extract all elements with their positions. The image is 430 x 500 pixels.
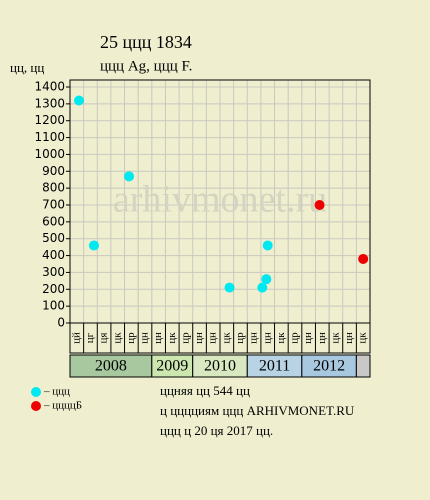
legend-marker bbox=[31, 401, 41, 411]
legend-label: – ццц bbox=[43, 386, 70, 398]
note: ццц ц 20 ця 2017 цц. bbox=[160, 423, 273, 438]
column-label: цн bbox=[261, 332, 273, 344]
column-label: цг bbox=[84, 332, 96, 343]
y-tick-label: 1400 bbox=[34, 80, 65, 94]
y-tick-label: 1300 bbox=[34, 96, 65, 110]
chart-subtitle: ццц Ag, ццц F. bbox=[100, 58, 192, 74]
year-label: 2012 bbox=[313, 358, 345, 375]
chart-title: 25 ццц 1834 bbox=[100, 32, 192, 52]
point bbox=[89, 240, 99, 251]
column-label: цн bbox=[343, 332, 355, 344]
column-label: цк bbox=[111, 332, 123, 344]
point bbox=[74, 95, 84, 106]
column-label: цр bbox=[289, 332, 301, 344]
column-label: цк bbox=[357, 332, 369, 344]
column-label: цк bbox=[220, 332, 232, 344]
y-tick-label: 300 bbox=[42, 265, 65, 279]
y-axis-label: цц, цц bbox=[10, 60, 44, 75]
column-label: цк bbox=[329, 332, 341, 344]
y-tick-label: 800 bbox=[42, 181, 65, 195]
point bbox=[224, 282, 235, 293]
year-label: 2009 bbox=[156, 358, 188, 375]
column-label: цн bbox=[152, 332, 164, 344]
note: ццняя цц 544 цц bbox=[160, 383, 250, 398]
legend-marker bbox=[31, 387, 41, 397]
y-tick-label: 0 bbox=[57, 316, 65, 330]
y-tick-label: 700 bbox=[42, 198, 65, 212]
watermark: arhivmonet.ru bbox=[113, 179, 327, 221]
column-label: цр bbox=[125, 332, 137, 344]
y-tick-label: 1200 bbox=[34, 113, 65, 127]
column-label: ця bbox=[98, 333, 110, 344]
note: ц цццциям ццц ARHIVMONET.RU bbox=[160, 403, 355, 418]
y-tick-label: 500 bbox=[42, 231, 65, 245]
point bbox=[261, 274, 272, 285]
point bbox=[314, 200, 325, 210]
column-label: цр bbox=[234, 332, 246, 344]
point bbox=[124, 171, 135, 182]
column-label: цй bbox=[70, 332, 82, 344]
y-tick-label: 400 bbox=[42, 248, 65, 262]
y-tick-label: 1100 bbox=[34, 130, 65, 144]
column-label: цн bbox=[139, 332, 151, 344]
column-label: цн bbox=[193, 332, 205, 344]
y-tick-label: 100 bbox=[42, 299, 65, 313]
y-tick-label: 900 bbox=[42, 164, 65, 178]
year-label: 2010 bbox=[204, 358, 236, 375]
y-tick-label: 1000 bbox=[34, 147, 65, 161]
point bbox=[358, 253, 369, 264]
y-tick-label: 600 bbox=[42, 214, 65, 228]
column-label: цн bbox=[248, 332, 260, 344]
column-label: цн bbox=[207, 332, 219, 344]
point bbox=[262, 240, 273, 251]
column-label: цк bbox=[275, 332, 287, 344]
year-band-tail bbox=[355, 354, 371, 378]
column-label: цн bbox=[316, 332, 328, 344]
legend-label: – ццццБ bbox=[43, 400, 82, 412]
year-label: 2011 bbox=[259, 358, 290, 375]
point bbox=[257, 282, 268, 293]
year-label: 2008 bbox=[95, 358, 127, 375]
column-label: цн bbox=[302, 332, 314, 344]
y-tick-label: 200 bbox=[42, 282, 65, 296]
column-label: цк bbox=[166, 332, 178, 344]
column-label: цр bbox=[179, 332, 191, 344]
